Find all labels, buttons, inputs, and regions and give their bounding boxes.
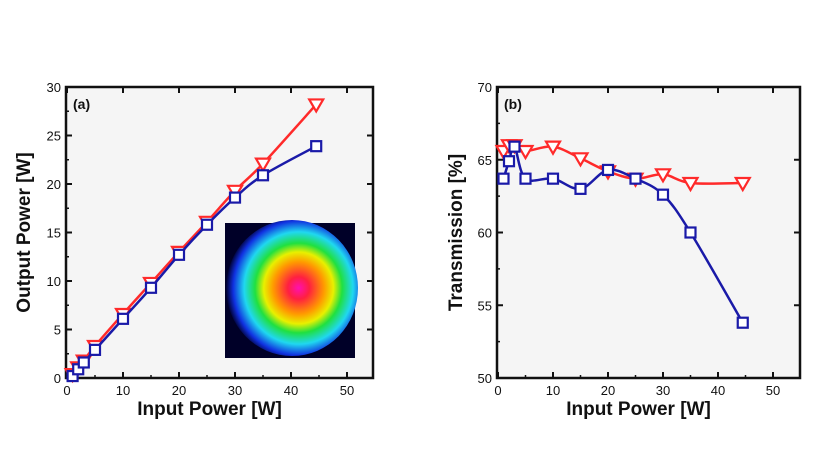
square-marker xyxy=(256,169,270,182)
square-marker xyxy=(200,218,214,231)
y-tick-label: 50 xyxy=(478,371,492,386)
x-tick-label: 30 xyxy=(228,383,242,398)
inset-beam-profile xyxy=(226,220,358,356)
panel-label: (b) xyxy=(504,96,522,112)
y-tick-label: 25 xyxy=(47,129,61,144)
square-marker xyxy=(629,172,642,185)
triangle-marker xyxy=(654,168,672,184)
panel-a: 0 10 20 30 40 50 0 5 10 15 20 25 30 (a) Input Power [W… xyxy=(14,80,375,420)
y-tick-label: 30 xyxy=(47,80,61,95)
square-marker xyxy=(497,172,510,185)
triangle-marker xyxy=(544,140,562,156)
square-marker xyxy=(172,248,186,261)
x-tick-label: 40 xyxy=(711,383,725,398)
square-marker xyxy=(88,343,102,356)
square-marker xyxy=(736,316,749,329)
triangle-marker xyxy=(307,98,326,114)
square-marker xyxy=(502,155,516,168)
y-tick-label: 15 xyxy=(47,226,61,241)
y-axis-label: Transmission [%] xyxy=(446,154,467,311)
x-tick-label: 0 xyxy=(63,383,70,398)
square-marker xyxy=(144,281,158,294)
x-tick-label: 50 xyxy=(340,383,354,398)
y-tick-label: 60 xyxy=(478,226,492,241)
square-marker xyxy=(546,172,560,185)
x-axis-label: Input Power [W] xyxy=(137,399,282,420)
y-tick-label: 20 xyxy=(47,177,61,192)
x-tick-label: 10 xyxy=(116,383,130,398)
x-axis-label: Input Power [W] xyxy=(566,399,711,420)
triangle-marker xyxy=(681,176,700,193)
y-tick-label: 55 xyxy=(478,298,492,313)
square-marker xyxy=(116,312,130,325)
triangle-marker xyxy=(516,144,535,161)
x-tick-label: 10 xyxy=(546,383,560,398)
plot-area xyxy=(495,85,802,380)
x-tick-label: 30 xyxy=(656,383,670,398)
square-marker xyxy=(519,172,532,185)
triangle-marker xyxy=(254,157,272,173)
square-marker xyxy=(656,188,670,201)
x-tick-label: 20 xyxy=(172,383,186,398)
square-marker xyxy=(310,140,323,153)
panel-label: (a) xyxy=(73,96,90,112)
square-marker xyxy=(508,140,521,153)
square-marker xyxy=(684,226,697,239)
y-tick-label: 10 xyxy=(47,274,61,289)
square-marker xyxy=(228,191,242,204)
y-tick-label: 70 xyxy=(478,80,492,95)
panel-b: 0 10 20 30 40 50 50 55 60 65 70 (b) Input Power [W] T… xyxy=(446,80,802,420)
x-tick-label: 20 xyxy=(601,383,615,398)
y-tick-label: 5 xyxy=(54,323,61,338)
square-marker xyxy=(601,163,615,177)
y-tick-label: 65 xyxy=(478,153,492,168)
y-axis-label: Output Power [W] xyxy=(14,152,35,312)
y-tick-label: 0 xyxy=(54,371,61,386)
x-tick-label: 0 xyxy=(494,383,501,398)
square-marker xyxy=(574,182,587,195)
x-tick-label: 50 xyxy=(766,383,780,398)
triangle-marker xyxy=(571,152,590,168)
x-tick-label: 40 xyxy=(284,383,298,398)
triangle-marker xyxy=(733,176,752,193)
square-marker xyxy=(77,356,90,369)
